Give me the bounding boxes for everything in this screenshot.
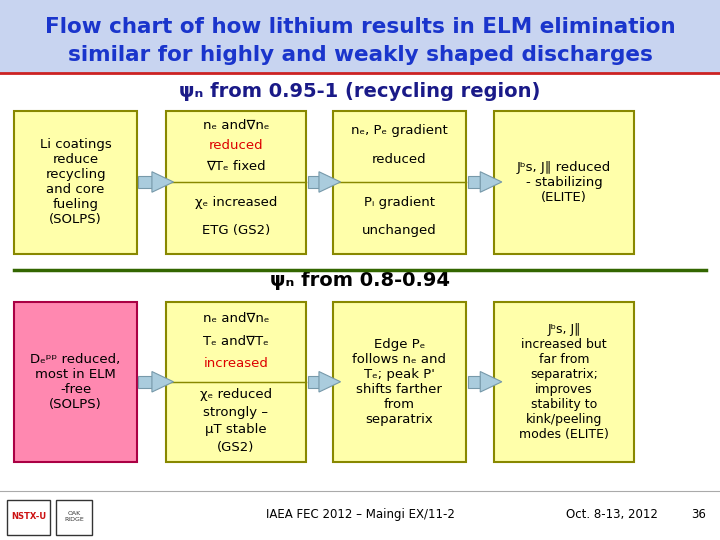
Text: Edge Pₑ
follows nₑ and
Tₑ; peak P'
shifts farther
from
separatrix: Edge Pₑ follows nₑ and Tₑ; peak P' shift…	[352, 338, 446, 426]
Text: reduced: reduced	[372, 153, 426, 166]
Text: strongly –: strongly –	[203, 406, 269, 419]
Bar	[138, 376, 152, 388]
Text: nₑ and∇nₑ: nₑ and∇nₑ	[202, 312, 269, 325]
Text: Oct. 8-13, 2012: Oct. 8-13, 2012	[566, 508, 658, 521]
Text: reduced: reduced	[209, 139, 263, 152]
Text: NSTX-U: NSTX-U	[12, 512, 46, 521]
Polygon shape	[319, 372, 341, 392]
Bar	[333, 302, 466, 462]
Bar	[494, 302, 634, 462]
Text: χₑ increased: χₑ increased	[194, 196, 277, 209]
Bar	[333, 111, 466, 254]
Bar	[468, 176, 480, 188]
Bar	[14, 302, 137, 462]
Text: ∇Tₑ fixed: ∇Tₑ fixed	[206, 159, 266, 172]
Text: 36: 36	[691, 508, 706, 521]
Polygon shape	[152, 372, 174, 392]
Text: ψₙ from 0.8-0.94: ψₙ from 0.8-0.94	[270, 271, 450, 291]
Text: similar for highly and weakly shaped discharges: similar for highly and weakly shaped dis…	[68, 45, 652, 65]
Polygon shape	[480, 172, 502, 192]
Bar	[494, 111, 634, 254]
Bar	[308, 376, 319, 388]
Bar	[308, 176, 319, 188]
Bar	[7, 500, 50, 535]
Text: Pᵢ gradient: Pᵢ gradient	[364, 196, 435, 209]
Text: Li coatings
reduce
recycling
and core
fueling
(SOLPS): Li coatings reduce recycling and core fu…	[40, 138, 112, 226]
Bar	[166, 302, 306, 462]
Text: χₑ reduced: χₑ reduced	[199, 388, 272, 401]
Text: μT stable: μT stable	[205, 423, 266, 436]
Bar	[166, 111, 306, 254]
Text: Dₑᵖᵖ reduced,
most in ELM
-free
(SOLPS): Dₑᵖᵖ reduced, most in ELM -free (SOLPS)	[30, 353, 121, 411]
Text: ψₙ from 0.95-1 (recycling region): ψₙ from 0.95-1 (recycling region)	[179, 82, 541, 102]
Text: ETG (GS2): ETG (GS2)	[202, 225, 270, 238]
Polygon shape	[480, 372, 502, 392]
Text: OAK
RIDGE: OAK RIDGE	[64, 511, 84, 522]
Bar	[138, 176, 152, 188]
Polygon shape	[319, 172, 341, 192]
Text: Jᵇs, J∥
increased but
far from
separatrix;
improves
stability to
kink/peeling
mo: Jᵇs, J∥ increased but far from separatri…	[519, 323, 609, 441]
Bar	[468, 376, 480, 388]
Polygon shape	[152, 172, 174, 192]
Text: (GS2): (GS2)	[217, 441, 254, 454]
Text: increased: increased	[203, 357, 269, 370]
Text: nₑ and∇nₑ: nₑ and∇nₑ	[202, 118, 269, 132]
Text: unchanged: unchanged	[362, 225, 436, 238]
Text: nₑ, Pₑ gradient: nₑ, Pₑ gradient	[351, 124, 448, 137]
Text: Tₑ and∇Tₑ: Tₑ and∇Tₑ	[203, 335, 269, 348]
Text: IAEA FEC 2012 – Maingi EX/11-2: IAEA FEC 2012 – Maingi EX/11-2	[266, 508, 454, 521]
Bar	[56, 500, 92, 535]
Bar	[14, 111, 137, 254]
Text: Flow chart of how lithium results in ELM elimination: Flow chart of how lithium results in ELM…	[45, 17, 675, 37]
Text: Jᵇs, J∥ reduced
- stabilizing
(ELITE): Jᵇs, J∥ reduced - stabilizing (ELITE)	[517, 161, 611, 204]
Bar	[0, 0, 720, 73]
